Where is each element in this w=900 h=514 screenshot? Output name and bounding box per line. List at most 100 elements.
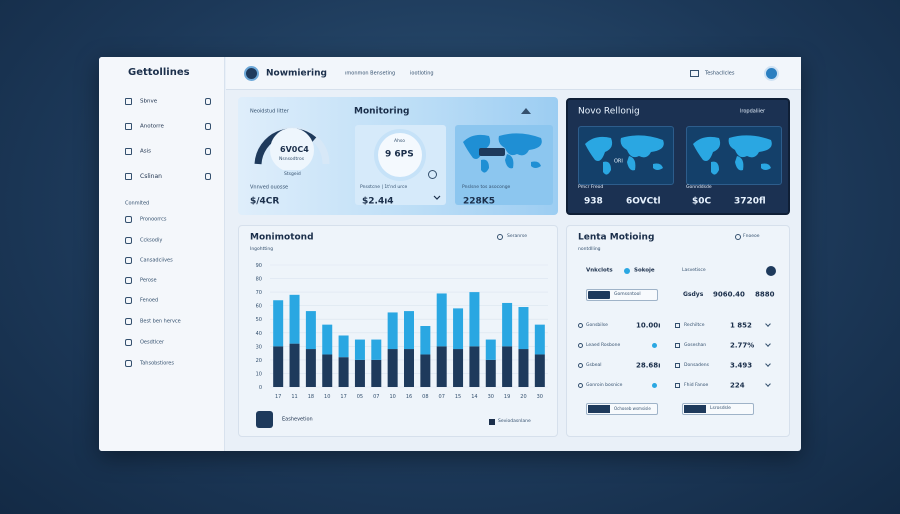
tab[interactable]: Sokoje — [634, 267, 655, 274]
nav-link[interactable]: Perose — [140, 277, 157, 284]
map-value: 3720fl — [734, 196, 766, 207]
bar — [273, 346, 284, 387]
icon[interactable] — [690, 70, 699, 77]
world-map — [585, 135, 664, 175]
x-tick-label: 10 — [324, 394, 330, 400]
row-label: Fhid Fanoe — [684, 382, 709, 388]
row-value: 10.00ı — [636, 321, 661, 330]
x-tick-label: 08 — [422, 394, 428, 400]
bar — [371, 359, 382, 387]
nav-icon[interactable] — [205, 98, 211, 105]
nav-link[interactable]: Ccksodiy — [140, 237, 163, 244]
bar — [518, 307, 529, 350]
sidebar — [99, 57, 225, 451]
icon[interactable] — [520, 107, 532, 115]
nav-item[interactable]: Sbnve — [140, 98, 158, 105]
x-tick-label: 05 — [357, 394, 363, 400]
toggle[interactable] — [428, 170, 437, 179]
nav-icon[interactable] — [125, 339, 132, 346]
nav-icon[interactable] — [125, 98, 132, 105]
bar — [420, 326, 431, 355]
nav-icon[interactable] — [125, 318, 132, 325]
panel-label: Neoidstud litter — [250, 108, 289, 115]
chart-filter[interactable]: Seranrse — [507, 233, 528, 239]
nav-icon[interactable] — [125, 360, 132, 367]
x-tick-label: 14 — [471, 394, 477, 400]
row-value: 2.77% — [730, 341, 755, 350]
nav-item[interactable]: Asis — [140, 148, 152, 155]
bar — [354, 339, 365, 360]
nav-icon[interactable] — [125, 216, 132, 223]
y-tick-label: 0 — [259, 385, 262, 391]
row-label: Goseshan — [684, 342, 707, 348]
row-icon — [675, 323, 680, 328]
bar — [518, 349, 529, 387]
nav-item[interactable]: Cslinan — [140, 173, 162, 180]
panel-link[interactable]: lropdaliier — [740, 108, 766, 115]
nav-icon[interactable] — [205, 123, 211, 130]
bar — [453, 308, 464, 350]
map-tag: ORI — [614, 158, 623, 165]
x-tick-label: 10 — [389, 394, 395, 400]
chart-subtitle: Ingohtting — [250, 246, 274, 252]
summary-label: Gsdys — [683, 291, 704, 298]
icon[interactable] — [766, 266, 776, 276]
nav-icon[interactable] — [125, 257, 132, 264]
row-icon — [578, 383, 583, 388]
nav-link[interactable]: Fenoed — [140, 297, 159, 304]
nav-icon[interactable] — [125, 148, 132, 155]
nav-icon[interactable] — [205, 148, 211, 155]
bar — [502, 302, 513, 347]
nav-item[interactable]: Anotorre — [140, 123, 164, 130]
chart-legend: Seviodasnlane — [498, 418, 531, 424]
row-label: Rechiltce — [684, 322, 705, 328]
breadcrumb[interactable]: ımonmon Benseting — [345, 70, 396, 77]
nav-icon[interactable] — [125, 277, 132, 284]
tab[interactable]: Lasvetisce — [682, 267, 706, 273]
nav-link[interactable]: Pronoorrcs — [140, 216, 167, 223]
filter-icon[interactable] — [497, 234, 503, 240]
chevron[interactable] — [433, 195, 441, 201]
details-subtitle: nontdlling — [578, 246, 601, 252]
row-value: 3.493 — [730, 361, 753, 370]
nav-link[interactable]: Oesdtlcer — [140, 339, 165, 346]
nav-link[interactable]: Best ben hervce — [140, 318, 181, 325]
nav-icon[interactable] — [205, 173, 211, 180]
bar — [534, 354, 545, 387]
avatar[interactable] — [764, 66, 779, 81]
panel-title: Monitoring — [354, 106, 410, 117]
tab[interactable]: Vnkclots — [586, 267, 613, 274]
map-value: 6OVCtl — [626, 196, 661, 207]
filter-icon[interactable] — [735, 234, 741, 240]
breadcrumb[interactable]: iootloting — [410, 70, 434, 77]
x-tick-label: 07 — [439, 394, 445, 400]
nav-icon[interactable] — [125, 237, 132, 244]
footer-icon[interactable] — [256, 411, 273, 428]
nav-link[interactable]: Tahsobstiores — [140, 360, 174, 367]
nav-icon[interactable] — [125, 123, 132, 130]
bar — [485, 359, 496, 387]
bar — [354, 359, 365, 387]
bar — [453, 349, 464, 387]
bar — [338, 335, 349, 358]
status-dot — [652, 343, 657, 348]
y-tick-label: 10 — [256, 371, 262, 377]
nav-link[interactable]: Cansadciives — [140, 257, 173, 264]
bar — [371, 339, 382, 360]
metric-ring — [378, 133, 422, 177]
bar-chart: 0 10 20 30 40 50 60 70 80 90 17 11 18 10 17 05 07 10 16 08 0… — [256, 263, 548, 400]
bar — [404, 311, 414, 350]
world-map — [463, 133, 542, 173]
x-tick-label: 16 — [406, 394, 412, 400]
gauge-status: Stsgeid — [284, 171, 301, 177]
bar — [436, 346, 447, 387]
x-tick-label: 17 — [340, 394, 346, 400]
x-tick-label: 30 — [537, 394, 543, 400]
nav-icon[interactable] — [125, 297, 132, 304]
bar — [387, 312, 398, 350]
nav-icon[interactable] — [125, 173, 132, 180]
account-name[interactable]: Teshacllcles — [705, 70, 735, 77]
bar — [436, 293, 447, 347]
details-filter[interactable]: Fnoeoe — [743, 233, 760, 239]
gauge — [254, 126, 330, 170]
